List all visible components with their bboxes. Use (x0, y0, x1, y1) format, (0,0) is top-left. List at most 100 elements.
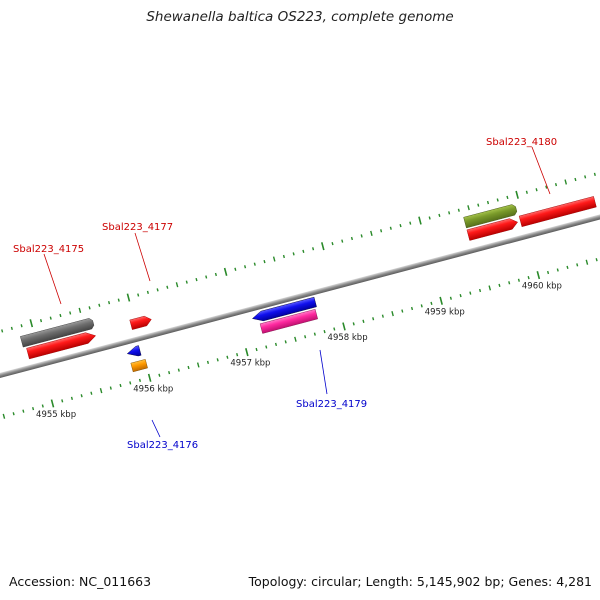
upper-tick-track (1, 172, 596, 333)
upper-tick (545, 185, 548, 189)
lower-tick (546, 270, 550, 275)
upper-tick (244, 265, 247, 269)
lower-tick (342, 322, 346, 331)
gene-label-Sbal223_4176[interactable]: Sbal223_4176 (127, 440, 198, 451)
reverse-gene-Sbal223_4179[interactable] (259, 309, 318, 334)
accession-text: Accession: NC_011663 (9, 574, 152, 589)
lower-tick (187, 365, 190, 370)
lower-tick (508, 281, 511, 285)
upper-tick (477, 203, 480, 207)
gene-label-Sbal223_4175-group: Sbal223_4175 (13, 244, 84, 305)
upper-tick (312, 247, 315, 251)
lower-tick (391, 311, 394, 317)
upper-tick (389, 226, 392, 230)
upper-tick (59, 313, 62, 318)
upper-tick (10, 326, 13, 330)
gene-label-Sbal223_4176-group: Sbal223_4176 (127, 419, 198, 451)
lower-tick (420, 304, 423, 308)
upper-tick (341, 239, 344, 243)
lower-tick (119, 383, 122, 388)
scale-label: 4955 kbp (36, 410, 76, 420)
upper-tick (107, 301, 111, 305)
gene-label-Sbal223_4175[interactable]: Sbal223_4175 (13, 244, 84, 255)
upper-tick (574, 177, 577, 182)
lower-tick (401, 309, 404, 313)
gene-label-Sbal223_4180[interactable]: Sbal223_4180 (486, 137, 557, 148)
reverse-gene-Sbal223_4179-blue[interactable] (251, 296, 317, 323)
lower-tick (2, 413, 6, 419)
upper-tick (486, 200, 490, 205)
gene-label-Sbal223_4179[interactable]: Sbal223_4179 (296, 399, 367, 410)
reverse-gene-Sbal223_4176[interactable] (130, 359, 148, 373)
upper-tick (292, 252, 295, 256)
forward-gene-Sbal223_4175[interactable] (26, 330, 97, 360)
lower-tick (138, 378, 142, 382)
upper-tick (195, 277, 198, 282)
upper-tick (418, 216, 422, 225)
reverse-gene-Sbal223_4176-blue[interactable] (126, 345, 142, 359)
upper-tick (282, 254, 285, 259)
upper-tick (88, 306, 91, 310)
upper-tick (360, 234, 363, 238)
upper-tick (78, 307, 82, 313)
lower-tick (236, 353, 239, 357)
upper-tick (302, 249, 305, 253)
upper-tick (175, 282, 179, 288)
lower-tick (22, 409, 25, 413)
upper-tick (525, 190, 528, 194)
lower-tick (449, 296, 452, 300)
upper-tick (98, 303, 101, 307)
forward-gene-next[interactable] (518, 196, 597, 227)
lower-tick (196, 362, 200, 368)
forward-gene-Sbal223_4175-gray[interactable] (20, 318, 95, 348)
upper-tick (137, 293, 140, 297)
forward-gene-Sbal223_4177[interactable] (129, 315, 153, 330)
upper-tick (535, 188, 538, 192)
upper-tick (457, 208, 460, 212)
upper-tick (448, 211, 451, 215)
upper-tick (409, 221, 412, 225)
upper-tick (214, 272, 217, 277)
upper-tick (399, 224, 402, 228)
gene-label-Sbal223_4177-group: Sbal223_4177 (102, 222, 173, 282)
forward-gene-Sbal223_4180-olive[interactable] (463, 204, 518, 229)
scale-label: 4960 kbp (522, 282, 562, 292)
upper-tick (593, 172, 596, 176)
lower-tick (362, 319, 365, 323)
upper-tick (564, 179, 568, 185)
upper-tick (380, 229, 383, 233)
upper-tick (554, 182, 558, 187)
upper-tick (1, 329, 4, 333)
scale-label: 4956 kbp (133, 384, 173, 394)
lower-tick (576, 263, 579, 267)
upper-tick (156, 288, 159, 292)
upper-tick (584, 175, 587, 179)
lower-tick (177, 368, 180, 372)
scale-labels: 4955 kbp 4956 kbp 4957 kbp 4958 kbp 4959 kbp… (36, 282, 562, 420)
upper-tick (185, 280, 188, 284)
upper-tick (370, 230, 373, 236)
gene-label-Sbal223_4180-group: Sbal223_4180 (486, 137, 557, 195)
lower-tick (255, 347, 258, 352)
lower-tick (265, 345, 268, 349)
upper-tick (146, 290, 149, 295)
lower-tick (595, 258, 598, 262)
lower-tick (323, 329, 326, 334)
gene-label-Sbal223_4179-group: Sbal223_4179 (296, 349, 367, 410)
lower-tick-track (2, 258, 598, 419)
lower-tick (206, 360, 210, 365)
forward-gene-Sbal223_4180[interactable] (466, 217, 519, 241)
upper-tick (126, 293, 131, 302)
lower-tick (488, 285, 492, 291)
upper-tick (20, 324, 23, 328)
lower-tick (245, 348, 249, 357)
lower-tick (469, 291, 472, 295)
lower-tick (109, 386, 112, 390)
lower-tick (216, 358, 219, 362)
scale-label: 4958 kbp (328, 333, 368, 343)
upper-tick (496, 198, 499, 202)
upper-tick (29, 319, 34, 328)
lower-tick (168, 371, 171, 375)
gene-label-Sbal223_4177[interactable]: Sbal223_4177 (102, 222, 173, 233)
